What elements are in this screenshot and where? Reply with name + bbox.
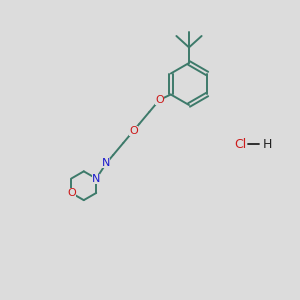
Text: N: N: [102, 158, 110, 168]
Text: O: O: [129, 126, 138, 136]
Text: O: O: [155, 95, 164, 105]
Text: Cl: Cl: [234, 137, 246, 151]
Text: N: N: [92, 173, 100, 184]
Text: H: H: [262, 137, 272, 151]
Text: O: O: [67, 188, 76, 198]
